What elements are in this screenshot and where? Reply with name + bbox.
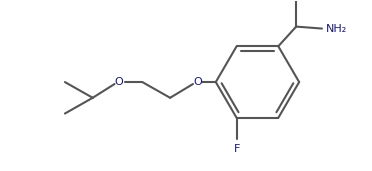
Text: F: F: [234, 144, 240, 154]
Text: O: O: [193, 77, 202, 87]
Text: O: O: [114, 77, 123, 87]
Text: NH₂: NH₂: [326, 24, 347, 34]
